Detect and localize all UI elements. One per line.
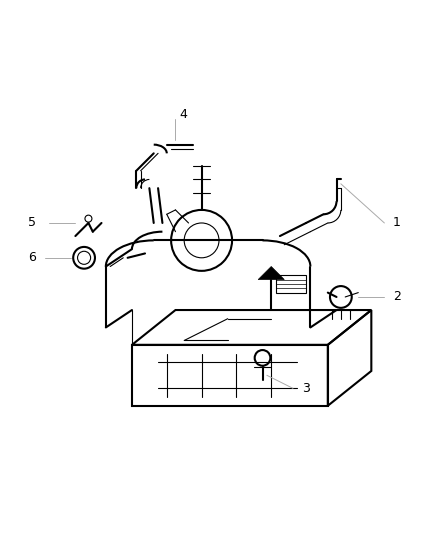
PathPatch shape xyxy=(258,266,284,279)
Text: 5: 5 xyxy=(28,216,36,230)
Text: 6: 6 xyxy=(28,251,36,264)
Text: 3: 3 xyxy=(302,382,310,395)
Text: 2: 2 xyxy=(393,290,401,303)
Text: 4: 4 xyxy=(180,108,188,120)
Text: 1: 1 xyxy=(393,216,401,230)
